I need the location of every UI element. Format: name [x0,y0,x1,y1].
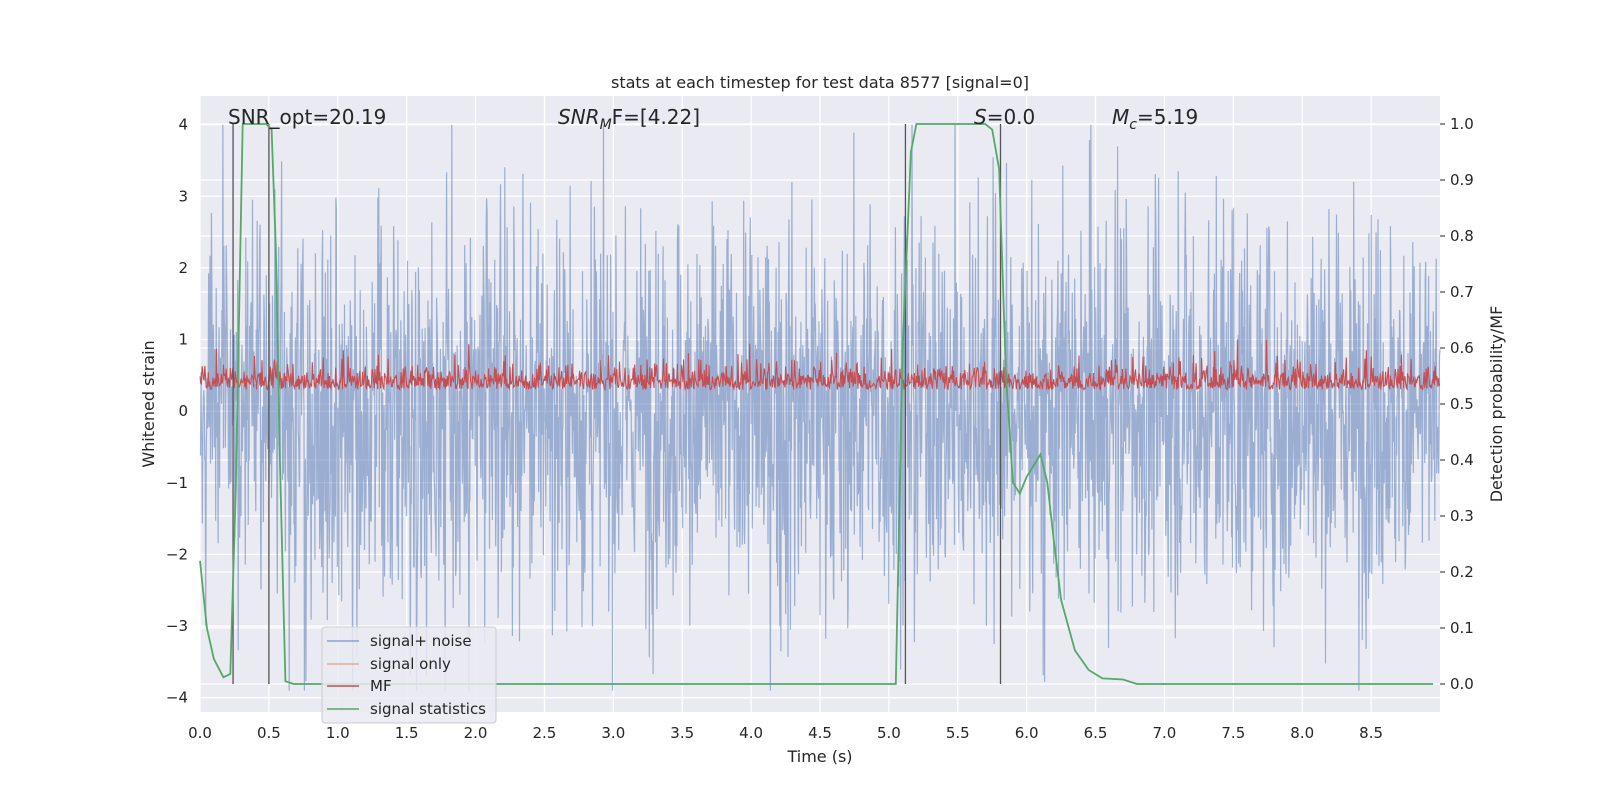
y-tick-label-left: 1 [178,331,188,349]
y-axis-label-right: Detection probability/MF [1487,306,1506,503]
signal-statistics-series [199,123,1434,685]
x-tick-label: 5.0 [877,724,901,742]
y-tick-label-right: 0.6 [1450,339,1474,357]
x-tick-label: 3.5 [670,724,694,742]
legend-label-mf: MF [370,677,392,695]
mf-series [199,339,1441,392]
x-tick-label: 6.0 [1015,724,1039,742]
y-tick-label-right: 0.4 [1450,451,1474,469]
annotation-mc: Mc=5.19 [1112,105,1198,133]
x-tick-label: 7.5 [1221,724,1245,742]
y-tick-label-right: 0.2 [1450,563,1474,581]
legend-box [321,626,497,724]
legend-label-signal-only: signal only [370,655,451,673]
x-tick-label: 2.0 [464,724,488,742]
y-tick-label-right: 0.9 [1450,171,1474,189]
x-axis-label: Time (s) [786,747,852,766]
x-tick-label: 0.0 [188,724,212,742]
annotation-s: S=0.0 [974,105,1035,129]
annotation-snr-opt: SNR_opt=20.19 [228,105,386,129]
y-tick-label-right: 0.7 [1450,283,1474,301]
x-tick-label: 2.5 [533,724,557,742]
x-tick-label: 7.0 [1153,724,1177,742]
y-tick-label-right: 1.0 [1450,115,1474,133]
y-tick-label-left: 0 [178,402,188,420]
y-tick-label-left: 3 [178,187,188,205]
x-ticks: 0.0 0.5 1.0 1.5 2.0 2.5 3.0 3.5 4.0 4.5 5.0 5.5 6.0 6… [188,724,1383,742]
y-ticks-right: 0.0 0.1 0.2 0.3 0.4 0.5 0.6 0.7 0.8 0.9 1.0 [1440,115,1474,693]
chart-title: stats at each timestep for test data 857… [611,73,1029,92]
mf-line [199,339,1441,392]
x-tick-label: 0.5 [257,724,281,742]
x-tick-label: 8.5 [1359,724,1383,742]
annotation-snr-mf: SNRMF=[4.22] [558,105,700,133]
y-tick-label-left: −2 [166,545,188,563]
legend: signal+ noise signal only MF signal stat… [321,626,497,724]
y-tick-label-right: 0.3 [1450,507,1474,525]
y-ticks-left: −4 −3 −2 −1 0 1 2 3 4 [166,116,188,707]
legend-label-signal-statistics: signal statistics [370,700,486,718]
x-tick-label: 4.0 [739,724,763,742]
y-tick-label-right: 0.0 [1450,675,1474,693]
y-tick-label-right: 0.1 [1450,619,1474,637]
x-tick-label: 3.0 [601,724,625,742]
y-tick-label-left: 4 [178,116,188,134]
signal-noise-series [199,124,1441,691]
signal-noise-line [199,124,1441,691]
y-tick-label-left: −4 [166,689,188,707]
x-tick-label: 1.5 [395,724,419,742]
y-axis-label-left: Whitened strain [139,340,158,467]
x-tick-label: 1.0 [326,724,350,742]
x-tick-label: 6.5 [1084,724,1108,742]
x-tick-label: 5.5 [946,724,970,742]
y-tick-label-left: 2 [178,259,188,277]
legend-label-signal-noise: signal+ noise [370,632,472,650]
y-tick-label-right: 0.8 [1450,227,1474,245]
y-tick-label-left: −3 [166,617,188,635]
signal-statistics-line [199,123,1434,685]
x-tick-label: 8.0 [1290,724,1314,742]
x-tick-label: 4.5 [808,724,832,742]
y-tick-label-right: 0.5 [1450,395,1474,413]
y-tick-label-left: −1 [166,474,188,492]
